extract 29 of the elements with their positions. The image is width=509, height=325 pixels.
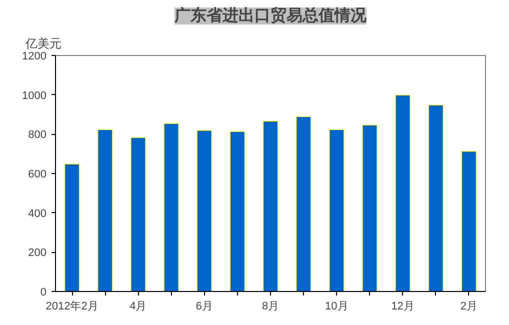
y-tick-label: 1000 bbox=[22, 90, 47, 102]
bar bbox=[328, 128, 345, 292]
y-tick-label: 0 bbox=[40, 286, 47, 298]
y-tick-label: 600 bbox=[28, 168, 47, 180]
y-tick-label: 800 bbox=[28, 129, 47, 142]
y-tick-label: 1200 bbox=[22, 50, 47, 62]
bar bbox=[64, 163, 80, 292]
x-tick-label: 2012年2月 bbox=[46, 300, 98, 312]
bar bbox=[130, 136, 146, 292]
bar bbox=[362, 124, 378, 292]
bar bbox=[262, 120, 278, 292]
bar bbox=[296, 116, 312, 292]
chart-title: 广东省进出口贸易总值情况 bbox=[174, 6, 368, 24]
y-tick-label: 400 bbox=[28, 208, 47, 220]
y-tick-label: 200 bbox=[28, 247, 47, 260]
bar bbox=[97, 128, 114, 292]
x-tick-label: 2月 bbox=[460, 300, 478, 312]
x-tick-label: 12月 bbox=[391, 300, 414, 312]
x-tick-label: 10月 bbox=[325, 300, 348, 312]
bar bbox=[461, 150, 477, 292]
x-tick-label: 8月 bbox=[262, 300, 280, 312]
bar bbox=[394, 94, 411, 292]
bar bbox=[229, 130, 246, 292]
bar bbox=[428, 104, 444, 292]
y-axis-title: 亿美元 bbox=[24, 36, 62, 50]
x-tick-label: 6月 bbox=[196, 300, 213, 312]
bar bbox=[163, 122, 180, 292]
bar bbox=[196, 130, 212, 292]
x-tick-label: 4月 bbox=[130, 300, 147, 312]
